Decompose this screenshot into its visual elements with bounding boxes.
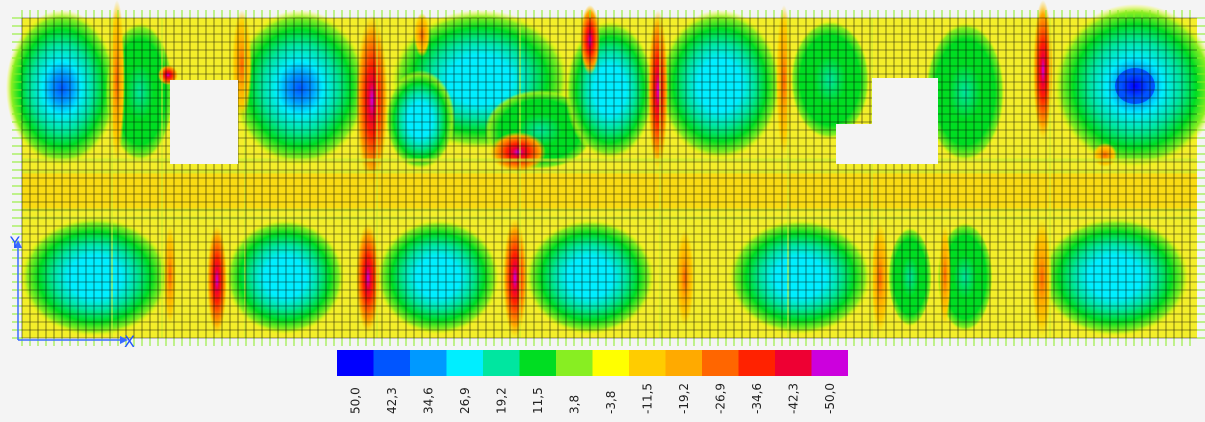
panel-top-6: [658, 10, 782, 160]
mesh-grid: [21, 17, 1197, 339]
x-axis-label: X: [124, 332, 135, 351]
legend-value-label: -42,3: [786, 383, 800, 414]
panel-top-4c: [385, 70, 455, 170]
legend-value-label: -19,2: [677, 383, 691, 414]
legend-swatch: [410, 350, 447, 376]
legend-value-label: -11,5: [640, 383, 654, 414]
strip-bottom-f: [1032, 220, 1052, 336]
strip-top-c: [356, 15, 388, 185]
legend-swatch: [738, 350, 775, 376]
legend-value-label: 11,5: [531, 387, 545, 414]
opening-left: [170, 80, 238, 164]
strip-bottom-c: [503, 218, 527, 338]
color-legend: 50,0 42,3 34,6 26,9 19,2 11,5 3,8 -3,8 -11,5 -19,…: [337, 350, 848, 414]
legend-swatch: [519, 350, 556, 376]
y-axis-arrow-icon: [14, 240, 22, 248]
legend-value-label: 26,9: [458, 387, 472, 414]
panel-bottom-5: [728, 219, 872, 335]
panel-bottom-1: [20, 217, 170, 337]
strip-bottom-h: [939, 225, 951, 325]
legend-swatch: [665, 350, 702, 376]
legend-swatch: [483, 350, 520, 376]
legend-value-label: 19,2: [494, 387, 508, 414]
panel-top-9-core: [1115, 68, 1155, 104]
opening-right-notch: [836, 124, 876, 164]
legend-swatch: [775, 350, 812, 376]
legend-swatch: [373, 350, 410, 376]
panel-bottom-8: [1040, 217, 1190, 337]
strip-top-k: [1093, 143, 1117, 167]
legend-value-label: -50,0: [823, 383, 837, 414]
legend-swatch: [337, 350, 374, 376]
slab-openings: [170, 78, 938, 164]
legend-swatch: [556, 350, 593, 376]
panel-bottom-7: [937, 222, 993, 332]
mesh-lines: [21, 17, 1197, 339]
legend-value-label: 34,6: [421, 387, 435, 414]
legend-value-label: 42,3: [385, 387, 399, 414]
edge-tick-lines: [12, 10, 1205, 346]
opening-right: [872, 78, 938, 164]
corridor-band: [22, 172, 1197, 210]
x-axis-arrow-icon: [120, 336, 128, 344]
strip-bottom-d: [676, 230, 694, 326]
legend-value-label: -26,9: [713, 383, 727, 414]
contour-field: [6, 0, 1205, 338]
strip-top-g: [776, 5, 792, 155]
legend-value-label: -3,8: [604, 391, 618, 414]
legend-swatch: [702, 350, 739, 376]
legend-value-label: 50,0: [348, 387, 362, 414]
legend-swatch: [592, 350, 629, 376]
panel-top-8: [925, 22, 1005, 162]
strip-bottom-e: [871, 223, 889, 333]
legend-value-label: -34,6: [750, 383, 764, 414]
axis-triad: X Y: [9, 233, 135, 351]
legend-value-label: 3,8: [567, 395, 581, 414]
panel-bottom-2: [225, 219, 345, 335]
strip-bottom-a: [207, 225, 227, 335]
legend-swatch: [629, 350, 666, 376]
legend-swatch: [811, 350, 848, 376]
panel-top-3: [232, 10, 368, 166]
legend-swatch: [446, 350, 483, 376]
y-axis-label: Y: [9, 233, 20, 252]
